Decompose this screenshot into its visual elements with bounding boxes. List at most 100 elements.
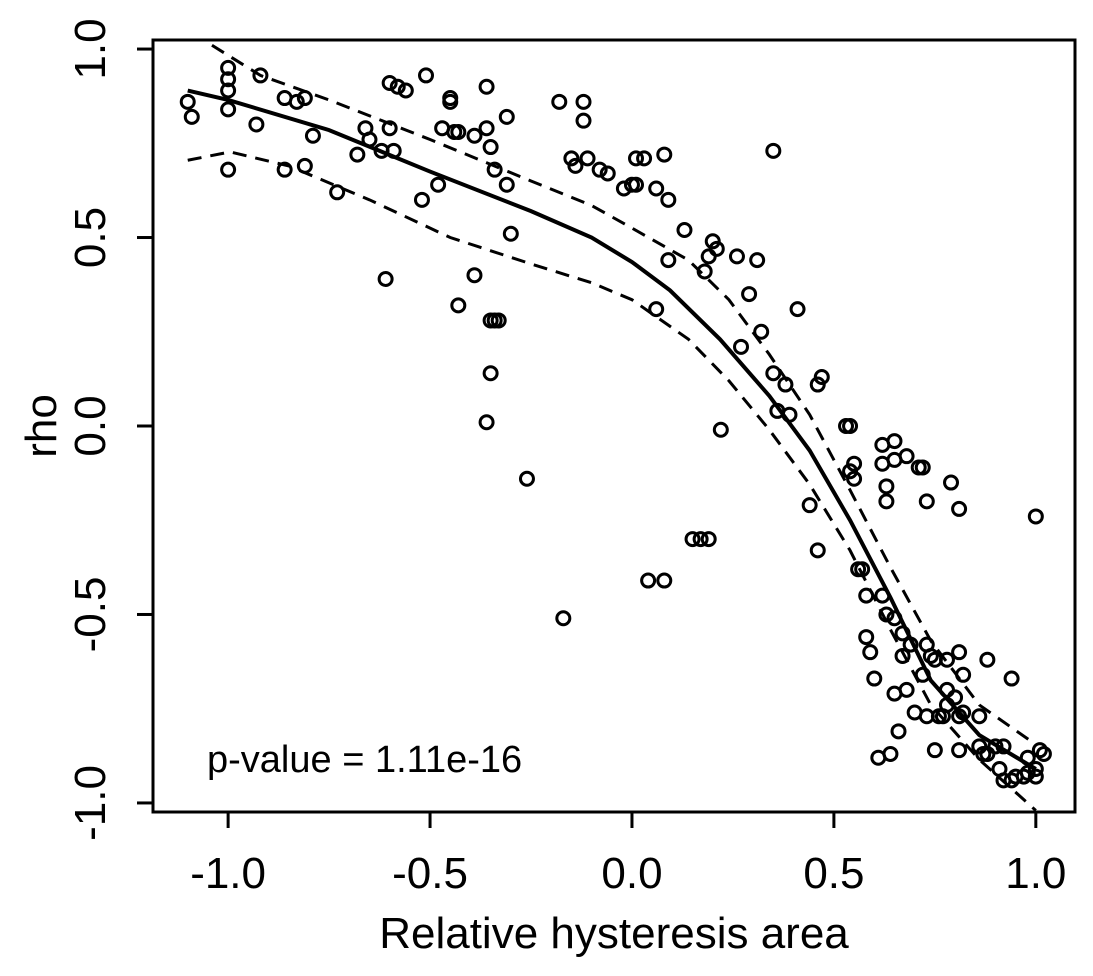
point [490, 312, 507, 329]
point [179, 93, 196, 110]
point [741, 286, 758, 303]
point [866, 670, 883, 687]
point [842, 418, 859, 434]
point [466, 127, 483, 144]
point [951, 644, 968, 661]
point [482, 365, 499, 382]
point [377, 270, 394, 287]
point [733, 338, 750, 355]
point [442, 93, 459, 110]
point [943, 474, 960, 491]
point [648, 180, 665, 197]
point [1003, 670, 1020, 687]
point [502, 225, 519, 242]
x-tick-label: 0.0 [601, 849, 662, 898]
point [898, 681, 915, 698]
x-tick-label: -1.0 [190, 849, 266, 898]
point [951, 742, 968, 759]
point [886, 433, 903, 450]
point [922, 647, 939, 664]
point [789, 301, 806, 318]
point [765, 142, 782, 159]
point [220, 71, 237, 88]
point [749, 252, 766, 269]
point [304, 127, 321, 144]
y-tick-label: 0.0 [66, 395, 115, 456]
point [183, 108, 200, 125]
point [1035, 745, 1052, 762]
point [329, 184, 346, 201]
point [397, 82, 414, 99]
point [418, 67, 435, 84]
point [660, 191, 677, 208]
y-tick-label: 1.0 [66, 18, 115, 79]
point [801, 497, 818, 514]
point [276, 161, 293, 178]
point [389, 78, 406, 95]
point [728, 248, 745, 265]
point [498, 108, 515, 125]
point [450, 297, 467, 314]
point [555, 610, 572, 627]
point [349, 146, 366, 163]
point [628, 150, 645, 167]
y-tick-label: -1.0 [66, 765, 115, 841]
point [518, 470, 535, 487]
point [898, 448, 915, 465]
point [890, 723, 907, 740]
point [1031, 742, 1048, 759]
confidence-line [187, 150, 1037, 812]
point [575, 93, 592, 110]
point [551, 93, 568, 110]
point [575, 112, 592, 129]
y-tick-label: -0.5 [66, 577, 115, 653]
y-tick-label: 0.5 [66, 207, 115, 268]
point [700, 531, 717, 548]
x-tick-label: -0.5 [392, 849, 468, 898]
point [918, 493, 935, 510]
x-tick-label: 1.0 [1005, 849, 1066, 898]
point [248, 116, 265, 133]
y-axis-label: rho [17, 394, 66, 458]
point [656, 146, 673, 163]
point [914, 459, 931, 476]
point [1027, 508, 1044, 525]
point [220, 59, 237, 76]
point [971, 708, 988, 725]
point [413, 191, 430, 208]
point [220, 82, 237, 99]
point [660, 252, 677, 269]
fit-line [187, 88, 1037, 771]
point [591, 161, 608, 178]
point [712, 421, 729, 438]
point [656, 572, 673, 589]
point [288, 93, 305, 110]
point [700, 248, 717, 265]
annotation: p-value = 1.11e-16 [207, 739, 522, 781]
point [567, 157, 584, 174]
point [579, 150, 596, 167]
point [765, 365, 782, 382]
point [878, 478, 895, 495]
point [482, 139, 499, 156]
point [862, 644, 879, 661]
point [648, 301, 665, 318]
point [220, 101, 237, 118]
point [478, 78, 495, 95]
point [381, 120, 398, 137]
point [1027, 761, 1044, 778]
point [498, 176, 515, 193]
point [846, 455, 863, 472]
point [938, 651, 955, 668]
point [430, 176, 447, 193]
confidence-line [211, 44, 1037, 746]
point [252, 67, 269, 84]
point [636, 150, 653, 167]
point [858, 629, 875, 646]
point [951, 500, 968, 517]
point [466, 267, 483, 284]
point [450, 123, 467, 140]
point [486, 161, 503, 178]
